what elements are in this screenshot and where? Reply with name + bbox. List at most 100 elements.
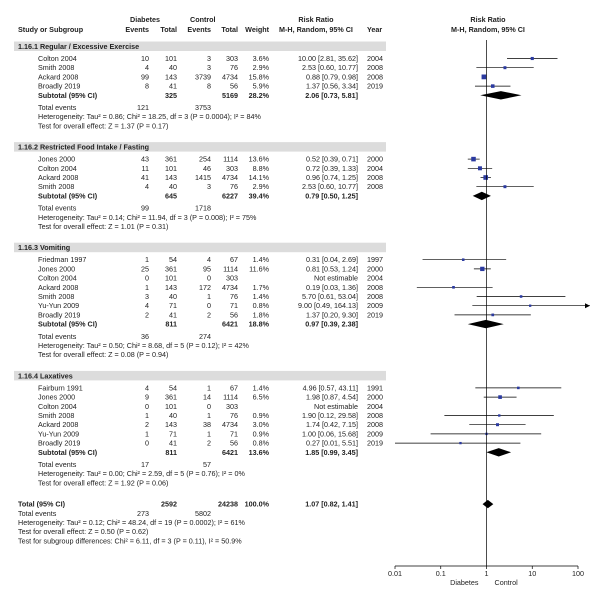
study-name: Jones 2000 bbox=[38, 264, 75, 273]
study-year: 2008 bbox=[367, 182, 383, 191]
study-events-diabetes: 4 bbox=[145, 182, 149, 191]
study-events-diabetes: 4 bbox=[145, 383, 149, 392]
study-year: 2009 bbox=[367, 301, 383, 310]
study-events-diabetes: 1 bbox=[145, 411, 149, 420]
study-year: 2019 bbox=[367, 439, 383, 448]
study-events-control: 46 bbox=[203, 164, 211, 173]
subgroup-title-band bbox=[14, 242, 386, 253]
study-total-diabetes: 101 bbox=[165, 402, 177, 411]
study-weight: 1.4% bbox=[253, 383, 270, 392]
subtotal-diamond bbox=[480, 91, 522, 100]
overall-diamond bbox=[482, 499, 494, 509]
study-total-control: 67 bbox=[230, 383, 238, 392]
subtotal-label: Subtotal (95% CI) bbox=[38, 448, 98, 457]
study-total-diabetes: 361 bbox=[165, 155, 177, 164]
study-total-diabetes: 71 bbox=[169, 429, 177, 438]
study-point bbox=[530, 56, 534, 61]
heterogeneity-text: Heterogeneity: Tau² = 0.14; Chi² = 11.94… bbox=[38, 213, 257, 222]
header-control: Control bbox=[190, 15, 216, 24]
header-year: Year bbox=[367, 25, 382, 34]
study-events-control: 0 bbox=[207, 301, 211, 310]
study-point bbox=[517, 386, 520, 390]
study-name: Broadly 2019 bbox=[38, 310, 80, 319]
study-total-control: 4734 bbox=[222, 173, 238, 182]
study-weight: 2.9% bbox=[253, 63, 270, 72]
study-risk-ratio: 1.37 [0.20, 9.30] bbox=[306, 310, 358, 319]
study-name: Yu-Yun 2009 bbox=[38, 301, 79, 310]
header-total-diabetes: Total bbox=[160, 25, 177, 34]
study-events-diabetes: 4 bbox=[145, 301, 149, 310]
study-total-diabetes: 143 bbox=[165, 283, 177, 292]
study-point bbox=[498, 395, 502, 399]
study-total-control: 56 bbox=[230, 439, 238, 448]
study-weight: 8.8% bbox=[253, 164, 270, 173]
study-events-control: 1 bbox=[207, 292, 211, 301]
study-year: 2009 bbox=[367, 429, 383, 438]
study-events-control: 1 bbox=[207, 429, 211, 438]
x-axis: 0.01 0.1 1 10 100 Diabetes Control bbox=[388, 40, 584, 587]
study-events-control: 3739 bbox=[195, 72, 211, 81]
study-events-control: 172 bbox=[199, 283, 211, 292]
study-total-diabetes: 101 bbox=[165, 54, 177, 63]
study-point bbox=[459, 441, 462, 445]
study-year: 2019 bbox=[367, 82, 383, 91]
study-weight: 14.1% bbox=[249, 173, 270, 182]
study-year: 2000 bbox=[367, 393, 383, 402]
x-tick-label: 10 bbox=[528, 569, 536, 578]
study-risk-ratio: 0.96 [0.74, 1.25] bbox=[306, 173, 358, 182]
subtotal-label: Subtotal (95% CI) bbox=[38, 91, 98, 100]
study-year: 1991 bbox=[367, 383, 383, 392]
study-events-control: 1415 bbox=[195, 173, 211, 182]
subtotal-weight: 39.4% bbox=[249, 191, 270, 200]
subgroup-title-band bbox=[14, 41, 386, 51]
study-total-diabetes: 40 bbox=[169, 411, 177, 420]
study-name: Smith 2008 bbox=[38, 411, 74, 420]
subtotal-weight: 28.2% bbox=[249, 91, 270, 100]
study-point bbox=[461, 258, 465, 261]
subgroup-title: 1.16.1 Regular / Excessive Exercise bbox=[18, 42, 139, 51]
total-events-label: Total events bbox=[38, 332, 77, 341]
study-risk-ratio: 0.81 [0.53, 1.24] bbox=[306, 264, 358, 273]
x-tick-label: 100 bbox=[572, 569, 584, 578]
subtotal-risk-ratio: 1.85 [0.99, 3.45] bbox=[305, 448, 358, 457]
study-name: Friedman 1997 bbox=[38, 255, 86, 264]
study-total-diabetes: 41 bbox=[169, 82, 177, 91]
study-events-diabetes: 9 bbox=[145, 393, 149, 402]
study-name: Fairburn 1991 bbox=[38, 383, 83, 392]
study-total-control: 303 bbox=[226, 164, 238, 173]
study-year: 2019 bbox=[367, 310, 383, 319]
heterogeneity-text: Heterogeneity: Tau² = 0.00; Chi² = 2.59,… bbox=[38, 469, 246, 478]
study-events-control: 1 bbox=[207, 411, 211, 420]
study-weight: 1.4% bbox=[253, 292, 270, 301]
study-events-control: 0 bbox=[207, 274, 211, 283]
study-total-control: 71 bbox=[230, 301, 238, 310]
study-total-diabetes: 40 bbox=[169, 292, 177, 301]
study-total-diabetes: 54 bbox=[169, 255, 177, 264]
study-total-control: 76 bbox=[230, 411, 238, 420]
overall-effect-text: Test for overall effect: Z = 1.92 (P = 0… bbox=[38, 478, 168, 487]
study-weight: 2.9% bbox=[253, 182, 270, 191]
study-risk-ratio: 1.90 [0.12, 29.58] bbox=[302, 411, 358, 420]
header-method: M-H, Random, 95% CI bbox=[279, 25, 353, 34]
study-year: 2008 bbox=[367, 72, 383, 81]
study-name: Ackard 2008 bbox=[38, 420, 78, 429]
study-events-diabetes: 10 bbox=[141, 54, 149, 63]
study-events-control: 95 bbox=[203, 264, 211, 273]
study-weight: 1.7% bbox=[253, 283, 270, 292]
subgroup-differences-text: Test for subgroup differences: Chi² = 6.… bbox=[18, 536, 242, 545]
study-events-diabetes: 11 bbox=[142, 164, 149, 173]
study-year: 2004 bbox=[367, 402, 383, 411]
study-weight: 3.6% bbox=[253, 54, 270, 63]
study-year: 2004 bbox=[367, 164, 383, 173]
study-point bbox=[477, 166, 482, 171]
study-events-diabetes: 2 bbox=[145, 420, 149, 429]
study-weight: 0.8% bbox=[253, 301, 270, 310]
study-weight: 6.5% bbox=[253, 393, 270, 402]
study-risk-ratio: 0.19 [0.03, 1.36] bbox=[306, 283, 358, 292]
study-total-control: 303 bbox=[226, 54, 238, 63]
overall-effect-text: Test for overall effect: Z = 0.08 (P = 0… bbox=[38, 350, 168, 359]
study-total-control: 76 bbox=[230, 292, 238, 301]
study-name: Broadly 2019 bbox=[38, 82, 80, 91]
overall-events-diabetes: 273 bbox=[137, 509, 149, 518]
